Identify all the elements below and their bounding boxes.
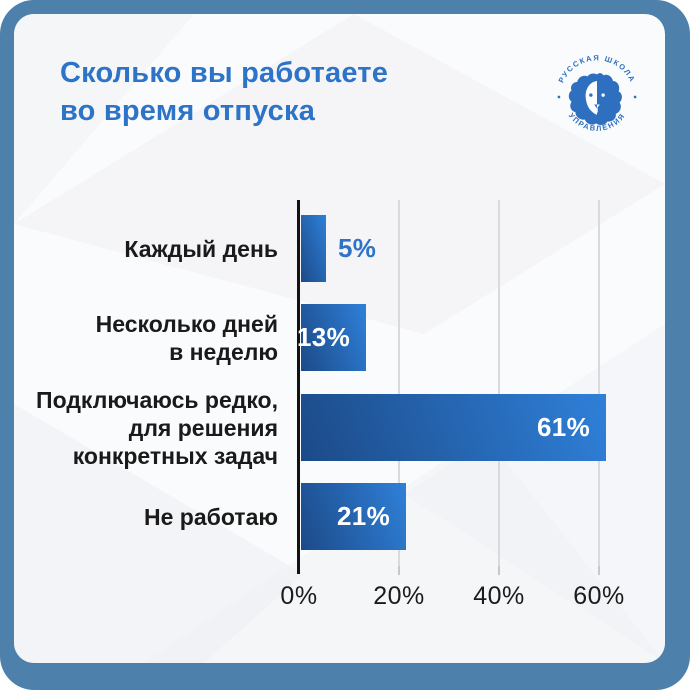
category-label-line: Подключаюсь редко, xyxy=(36,386,278,413)
x-tick-label: 60% xyxy=(573,582,625,610)
bar: 61% xyxy=(301,394,606,461)
category-labels: Каждый день Несколько дней в неделю Подключ… xyxy=(14,200,278,566)
category-label-line: Каждый день xyxy=(124,235,278,262)
chart-title: Сколько вы работаете во время отпуска xyxy=(60,54,388,130)
gridline xyxy=(398,200,400,566)
category-label-line: конкретных задач xyxy=(72,442,278,469)
bar-value-label: 21% xyxy=(337,501,390,531)
category-label-line: Не работаю xyxy=(143,503,278,530)
category-label-line: Несколько дней xyxy=(95,310,278,337)
tick-mark xyxy=(398,566,400,575)
logo-right-dot xyxy=(633,95,637,99)
tick-mark xyxy=(498,566,500,575)
rshu-logo: РУССКАЯ ШКОЛА УПРАВЛЕНИЯ xyxy=(557,53,637,133)
logo-left-dot xyxy=(557,95,561,99)
x-tick-label: 0% xyxy=(280,582,318,610)
chart-title-line1: Сколько вы работаете xyxy=(60,57,389,89)
bar: 21% xyxy=(301,483,406,550)
category-label: Не работаю xyxy=(14,483,278,550)
category-label: Несколько дней в неделю xyxy=(14,304,278,371)
x-tick-label: 40% xyxy=(473,582,525,610)
gridline xyxy=(498,200,500,566)
bar xyxy=(301,215,326,282)
y-axis-line xyxy=(297,200,300,574)
bar: 13% xyxy=(297,304,366,371)
x-tick-label: 20% xyxy=(373,582,425,610)
lion-icon xyxy=(568,73,622,125)
category-label: Подключаюсь редко, для решения конкретных … xyxy=(14,387,278,469)
tick-mark xyxy=(598,566,600,575)
category-label-line: в неделю xyxy=(169,338,278,365)
category-label: Каждый день xyxy=(14,215,278,282)
bar-value-label: 13% xyxy=(297,322,350,352)
infographic-card: Сколько вы работаете во время отпуска РУ… xyxy=(14,14,665,663)
bar-value-label: 5% xyxy=(338,233,377,263)
bar-value-label: 61% xyxy=(537,412,590,442)
plot-area: 0% 20% 40% 60% 5% 13% 61% 21% xyxy=(280,200,644,640)
chart-title-line2: во время отпуска xyxy=(60,95,316,127)
gridline xyxy=(598,200,600,566)
category-label-line: для решения xyxy=(128,414,278,441)
